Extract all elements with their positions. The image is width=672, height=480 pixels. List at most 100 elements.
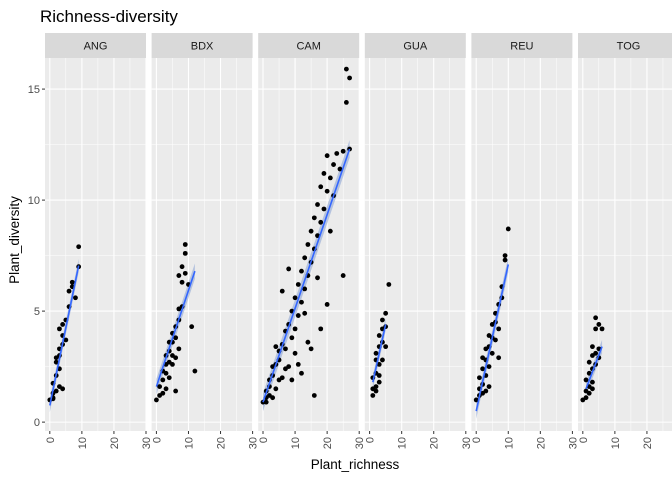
data-point	[583, 395, 589, 401]
data-point	[292, 350, 298, 356]
x-tick-label: 30	[141, 437, 153, 449]
data-point	[496, 326, 502, 332]
x-tick-label: 10	[77, 437, 89, 449]
facet-strip	[258, 33, 360, 58]
facet-strip	[45, 33, 146, 58]
data-point	[324, 153, 330, 159]
chart-title: Richness-diversity	[40, 7, 178, 26]
x-tick-label: 10	[183, 437, 195, 449]
x-tick-label: 10	[610, 437, 622, 449]
x-tick-label: 10	[503, 437, 515, 449]
data-point	[273, 386, 279, 392]
data-point	[154, 397, 159, 403]
data-point	[308, 346, 314, 352]
data-point	[347, 75, 352, 81]
data-point	[299, 370, 304, 376]
data-point	[324, 302, 330, 307]
y-axis-title: Plant_diversity	[7, 196, 22, 284]
data-point	[376, 333, 382, 338]
data-point	[599, 326, 605, 332]
data-point	[593, 326, 599, 332]
fit-line	[585, 346, 603, 390]
data-point	[593, 315, 599, 321]
x-tick-label: 10	[290, 437, 302, 449]
facet-panel-ang: ANG 0 10 20 30	[45, 33, 153, 449]
data-point	[57, 326, 62, 332]
data-point	[295, 313, 301, 318]
data-point	[586, 359, 592, 365]
data-point	[334, 151, 340, 156]
y-tick-label: 15	[28, 84, 40, 96]
data-point	[327, 175, 333, 181]
data-point	[166, 359, 172, 365]
x-tick-label: 30	[567, 437, 579, 449]
panel-background	[364, 58, 466, 431]
x-tick-label: 10	[397, 437, 409, 449]
data-point	[69, 279, 75, 285]
data-point	[176, 273, 182, 278]
data-point	[480, 366, 486, 372]
data-point	[305, 242, 311, 247]
data-point	[170, 353, 175, 358]
data-point	[179, 264, 185, 270]
fit-line	[372, 324, 387, 383]
facet-panels: ANG 0 10 20 30 BDX 0 10 20 30 CAM 0 10 20 30 GUA 0 10 20 30…	[45, 33, 672, 449]
data-point	[276, 377, 282, 383]
data-point	[176, 346, 182, 352]
fit-line	[155, 270, 196, 387]
data-point	[593, 350, 599, 356]
x-tick-label: 20	[642, 437, 654, 449]
data-point	[502, 257, 508, 263]
data-point	[383, 310, 389, 316]
data-point	[308, 228, 314, 234]
data-point	[380, 357, 385, 363]
data-point	[66, 288, 72, 294]
facet-strip	[364, 33, 466, 58]
data-point	[318, 219, 324, 225]
data-point	[383, 344, 389, 350]
data-point	[370, 393, 376, 398]
data-point	[321, 171, 327, 176]
x-tick-label: 30	[248, 437, 260, 449]
x-axis-title: Plant_richness	[311, 457, 400, 472]
x-tick-label: 20	[322, 437, 334, 449]
data-point	[53, 359, 59, 365]
y-tick-label: 5	[34, 306, 40, 318]
data-point	[76, 244, 82, 250]
data-point	[60, 322, 66, 327]
facet-strip-label: GUA	[403, 41, 428, 53]
y-axis: 0 5 10 15	[28, 84, 45, 429]
data-point	[318, 184, 324, 190]
data-point	[267, 393, 272, 398]
data-point	[279, 288, 285, 294]
data-point	[173, 335, 179, 341]
x-tick-label: 0	[45, 437, 57, 443]
data-point	[340, 148, 346, 154]
data-point	[53, 388, 59, 394]
facet-strip-label: BDX	[191, 41, 214, 53]
data-point	[302, 310, 308, 316]
facet-panel-cam: CAM 0 10 20 30	[258, 33, 366, 449]
data-point	[302, 255, 308, 261]
fit-line	[475, 264, 510, 412]
data-point	[315, 275, 320, 281]
data-point	[182, 250, 188, 256]
data-point	[53, 355, 59, 361]
x-tick-label: 30	[354, 437, 366, 449]
data-point	[173, 388, 179, 394]
data-point	[263, 399, 269, 405]
data-point	[505, 226, 511, 232]
data-point	[380, 317, 385, 323]
facet-strip-label: REU	[510, 41, 533, 53]
data-point	[311, 215, 317, 221]
data-point	[373, 384, 379, 389]
facet-strip-label: CAM	[296, 41, 320, 53]
data-point	[289, 377, 295, 383]
data-point	[192, 368, 198, 374]
x-tick-label: 20	[535, 437, 547, 449]
data-point	[60, 386, 66, 392]
data-point	[63, 337, 69, 343]
data-point	[321, 206, 327, 212]
data-point	[590, 344, 595, 350]
